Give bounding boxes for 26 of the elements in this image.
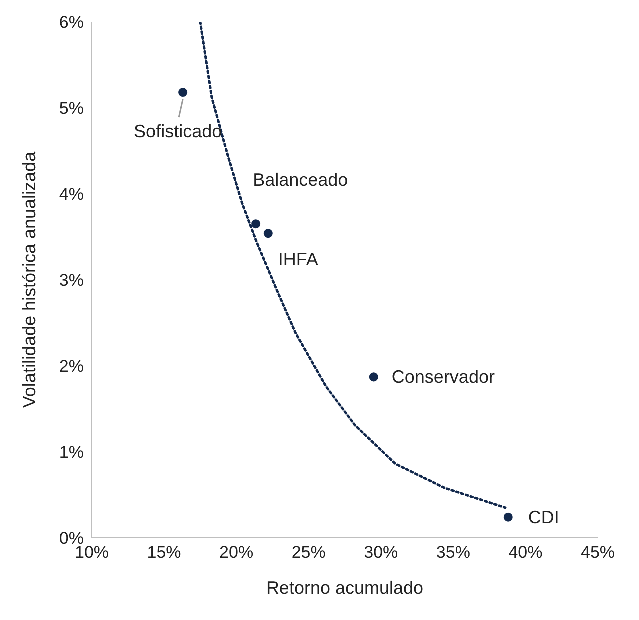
point bbox=[178, 88, 188, 98]
y-axis-title: Volatilidade histórica anualizada bbox=[19, 150, 40, 408]
x-axis-title: Retorno acumulado bbox=[266, 578, 424, 598]
y-tick-label: 2% bbox=[59, 357, 84, 376]
point bbox=[252, 220, 261, 229]
y-tick-label: 6% bbox=[59, 13, 84, 32]
annotation: Conservador bbox=[392, 367, 495, 388]
annotation: Balanceado bbox=[253, 170, 348, 190]
y-tick-label: 4% bbox=[59, 185, 84, 204]
y-tick-label: 1% bbox=[59, 443, 84, 462]
point bbox=[264, 229, 273, 238]
y-tick-label: 5% bbox=[59, 99, 84, 118]
annotation: CDI bbox=[528, 507, 560, 528]
annotation: IHFA bbox=[278, 250, 318, 270]
x-tick-label: 15% bbox=[147, 543, 182, 562]
y-tick-label: 3% bbox=[59, 271, 84, 290]
x-tick-label: 20% bbox=[220, 543, 254, 562]
x-tick-label: 40% bbox=[508, 543, 543, 562]
point bbox=[369, 372, 378, 382]
point bbox=[504, 512, 513, 522]
x-tick-label: 25% bbox=[292, 543, 326, 562]
x-tick-label: 30% bbox=[364, 543, 398, 562]
x-tick-label: 45% bbox=[580, 543, 616, 562]
annotation: Sofisticado bbox=[134, 122, 222, 142]
x-tick-label: 10% bbox=[74, 543, 110, 562]
x-tick-label: 35% bbox=[436, 543, 470, 562]
